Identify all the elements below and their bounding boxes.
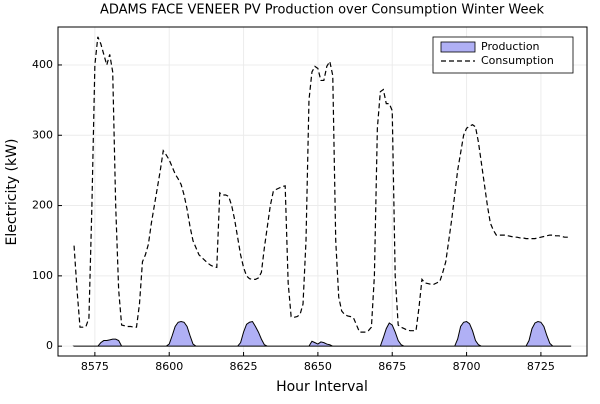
x-tick-label: 8675 [378,360,406,373]
y-tick-label: 400 [32,58,53,71]
x-tick-label: 8700 [453,360,481,373]
plot-frame [57,26,588,357]
legend-label: Consumption [481,54,554,67]
line [73,36,571,333]
y-axis-label: Electricity (kW) [4,139,20,246]
x-tick-label: 8575 [81,360,109,373]
x-axis-label: Hour Interval [276,379,368,395]
y-tick-label: 100 [32,269,53,282]
x-tick-label: 8650 [304,360,332,373]
x-tick-label: 8625 [230,360,258,373]
x-tick-label: 8725 [527,360,555,373]
area [72,320,572,347]
legend-label: Production [481,40,540,53]
y-tick-label: 300 [32,128,53,141]
y-tick-label: 200 [32,199,53,212]
legend-swatch [440,41,476,53]
y-tick-label: 0 [46,339,53,352]
x-tick-label: 8600 [155,360,183,373]
chart-title: ADAMS FACE VENEER PV Production over Con… [100,3,545,18]
